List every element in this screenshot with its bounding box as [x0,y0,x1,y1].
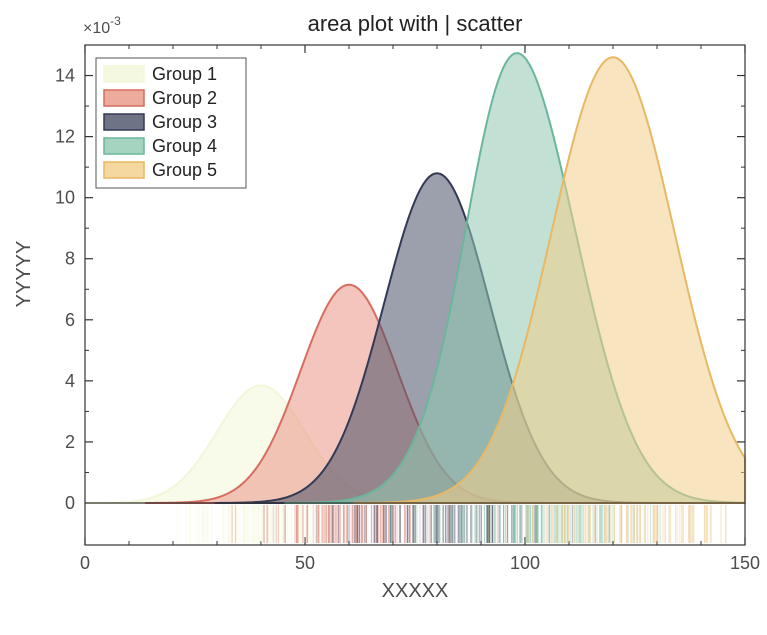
y-tick-label: 0 [65,493,75,513]
rug-strip [177,505,726,543]
x-axis-label: XXXXX [382,580,449,602]
y-tick-label: 8 [65,249,75,269]
y-tick-label: 2 [65,432,75,452]
legend-label-3: Group 3 [152,112,217,132]
x-tick-label: 0 [80,553,90,573]
y-tick-label: 4 [65,371,75,391]
legend-label-4: Group 4 [152,136,217,156]
legend: Group 1 Group 2 Group 3 Group 4 Group 5 [96,58,246,188]
y-axis-label: YYYYY [13,241,35,308]
y-tick-labels: 0 2 4 6 8 10 12 14 [55,66,75,513]
y-tick-label: 14 [55,66,75,86]
x-tick-labels: 0 50 100 150 [80,553,760,573]
chart-title: area plot with | scatter [308,11,523,36]
legend-label-5: Group 5 [152,160,217,180]
x-tick-label: 100 [510,553,540,573]
chart-svg: 0 50 100 150 0 2 4 6 8 10 12 14 area plot with | s… [0,0,767,635]
x-tick-label: 150 [730,553,760,573]
y-tick-label: 12 [55,127,75,147]
y-exponent: ×10-3 [83,14,121,37]
x-tick-label: 50 [295,553,315,573]
legend-label-2: Group 2 [152,88,217,108]
legend-label-1: Group 1 [152,64,217,84]
y-tick-label: 10 [55,188,75,208]
chart-container: 0 50 100 150 0 2 4 6 8 10 12 14 area plot with | s… [0,0,767,635]
y-tick-label: 6 [65,310,75,330]
